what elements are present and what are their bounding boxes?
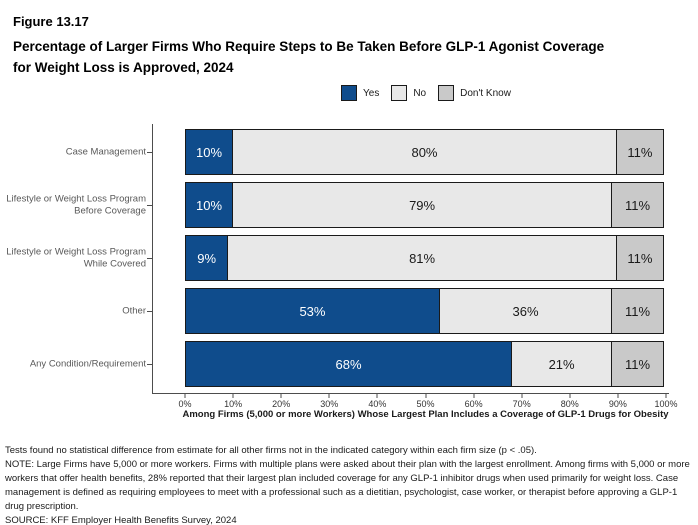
x-axis: 0% 10% 20% 30% 40% 50% 60% 70% 80% 90% 100% [178, 394, 678, 420]
chart-title-line-1: Percentage of Larger Firms Who Require S… [13, 39, 605, 54]
bar-segment-no: 81% [227, 235, 617, 281]
bar-value-label: 80% [411, 144, 438, 160]
page-title: Percentage of Larger Firms Who Require S… [13, 36, 604, 78]
x-tick-mark [232, 394, 234, 398]
x-tick-mark [425, 394, 426, 398]
category-label-case-management: Case Management [65, 146, 146, 158]
y-tick-mark [147, 152, 153, 153]
x-tick-label: 30% [320, 399, 339, 409]
x-tick-mark [569, 394, 571, 398]
bar-segment-yes: 9% [185, 235, 229, 281]
bar-value-label: 10% [196, 197, 223, 213]
y-tick-mark [147, 258, 153, 259]
category-label-lifestyle-or-weight-loss-program-while-covered: Lifestyle or Weight Loss Program While Co… [6, 246, 146, 270]
bar-value-label: 81% [409, 250, 436, 266]
legend-label: Don't Know [460, 87, 511, 99]
x-tick-mark [328, 394, 330, 398]
x-tick-label: 40% [368, 399, 387, 409]
bar-value-label: 21% [548, 356, 575, 372]
note-source: SOURCE: KFF Employer Health Benefits Sur… [5, 515, 237, 525]
bar-value-label: 9% [197, 250, 217, 266]
bar-value-label: 11% [625, 197, 651, 213]
legend-swatch-no-icon [391, 85, 408, 101]
y-tick-mark [147, 364, 153, 365]
bar-value-label: 11% [627, 144, 653, 160]
bar-segment-don-t-know: 11% [611, 288, 664, 334]
x-tick-label: 90% [608, 399, 627, 409]
bar-value-label: 36% [512, 303, 539, 319]
x-tick-mark [473, 394, 475, 398]
note-statistical: Tests found no statistical difference fr… [5, 445, 537, 456]
bar-segment-yes: 68% [185, 341, 513, 387]
legend: Yes No Don't Know [341, 85, 523, 101]
bar-segment-don-t-know: 11% [611, 182, 664, 228]
y-tick-mark [147, 311, 153, 312]
legend-swatch-yes-icon [341, 85, 357, 101]
bar-segment-don-t-know: 11% [611, 341, 664, 387]
bar-value-label: 11% [625, 356, 651, 372]
x-tick-label: 0% [178, 399, 192, 409]
legend-label: Yes [363, 87, 380, 99]
legend-item-don-t-know: Don't Know [438, 85, 511, 101]
bar-segment-don-t-know: 11% [615, 235, 664, 281]
x-tick-mark [521, 394, 523, 398]
x-axis-label-text: Among Firms (5,000 or more Workers) Whos… [182, 409, 669, 420]
category-label-other: Other [122, 305, 146, 317]
category-label-lifestyle-or-weight-loss-program-before-coverage: Lifestyle or Weight Loss Program Before C… [6, 193, 146, 217]
bar-segment-don-t-know: 11% [615, 129, 664, 175]
bar-segment-yes: 10% [185, 182, 234, 228]
note-main: NOTE: Large Firms have 5,000 or more wor… [5, 459, 690, 512]
chart-title-line-2: for Weight Loss is Approved, 2024 [13, 60, 234, 75]
x-tick-label: 50% [416, 399, 435, 409]
bar-value-label: 10% [196, 144, 223, 160]
x-axis-label: Among Firms (5,000 or more Workers) Whos… [182, 409, 669, 420]
bar-value-label: 79% [409, 197, 436, 213]
x-tick-mark [665, 394, 667, 398]
bar-segment-no: 80% [232, 129, 617, 175]
x-tick-label: 100% [654, 399, 678, 409]
bar-value-label: 11% [627, 250, 653, 266]
bar-segment-no: 36% [438, 288, 613, 334]
bar-row-lifestyle-or-weight-loss-program-before-coverage: 10% 79% 11% [185, 182, 666, 228]
y-tick-mark [147, 205, 153, 206]
bar-segment-yes: 10% [185, 129, 234, 175]
bar-segment-no: 21% [511, 341, 613, 387]
bar-segment-yes: 53% [185, 288, 440, 334]
bars-area: 10% 80% 11% 10% 79% 11% 9% 81% 11% 53% 36% 11% 68% 21… [185, 129, 666, 394]
x-tick-mark [617, 394, 619, 398]
bar-value-label: 53% [299, 303, 326, 319]
x-tick-label: 60% [464, 399, 483, 409]
x-tick-mark [376, 394, 378, 398]
legend-label: No [413, 87, 427, 99]
bar-row-other: 53% 36% 11% [185, 288, 666, 334]
plot-panel [152, 124, 669, 394]
footnotes: Tests found no statistical difference fr… [5, 444, 697, 525]
x-tick-mark [184, 394, 186, 398]
legend-item-no: No [391, 85, 426, 101]
bar-value-label: 11% [625, 303, 651, 319]
bar-segment-no: 79% [232, 182, 613, 228]
x-tick-mark [280, 394, 282, 398]
legend-swatch-don-t-know-icon [438, 85, 455, 101]
x-tick-label: 20% [272, 399, 291, 409]
legend-item-yes: Yes [341, 85, 379, 101]
bar-row-any-condition-requirement: 68% 21% 11% [185, 341, 666, 387]
x-tick-label: 80% [560, 399, 579, 409]
x-tick-label: 70% [512, 399, 531, 409]
bar-value-label: 68% [335, 356, 362, 372]
bar-row-lifestyle-or-weight-loss-program-while-covered: 9% 81% 11% [185, 235, 666, 281]
x-tick-label: 10% [224, 399, 243, 409]
bar-row-case-management: 10% 80% 11% [185, 129, 666, 175]
figure-label: Figure 13.17 [13, 14, 89, 29]
category-label-any-condition-requirement: Any Condition/Requirement [29, 358, 146, 370]
